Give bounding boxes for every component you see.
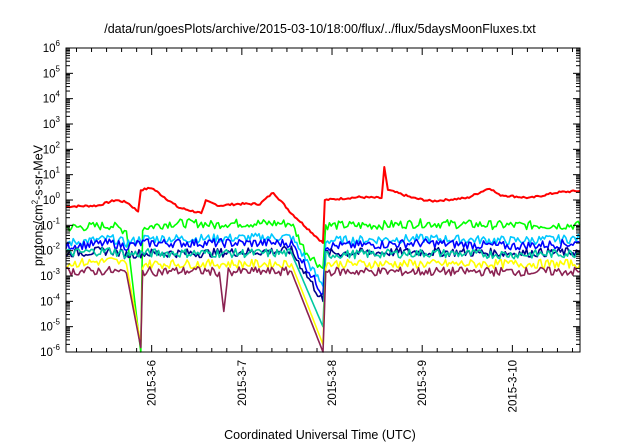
- y-tick-label: 10-4: [40, 292, 60, 308]
- series-line-7: [65, 265, 581, 353]
- x-axis-label: Coordinated Universal Time (UTC): [224, 428, 416, 442]
- x-tick-label: 2015-3-7: [237, 360, 249, 406]
- y-tick-label: 102: [43, 140, 61, 156]
- x-tick-label: 2015-3-8: [327, 360, 339, 406]
- y-tick-label: 105: [43, 64, 61, 80]
- y-tick-label: 10-2: [40, 242, 60, 258]
- x-tick-label: 2015-3-6: [147, 360, 159, 406]
- x-tick-label: 2015-3-10: [507, 360, 519, 412]
- y-tick-label: 100: [43, 191, 61, 207]
- y-tick-label: 101: [43, 166, 61, 182]
- y-tick-label: 10-3: [40, 267, 60, 283]
- plot-frame: [65, 47, 581, 353]
- y-tick-label: 10-5: [40, 318, 60, 334]
- y-tick-label: 10-1: [40, 216, 60, 232]
- y-tick-label: 10-6: [40, 343, 60, 359]
- series-line-0: [65, 166, 581, 244]
- y-tick-label: 104: [43, 90, 61, 106]
- x-tick-label: 2015-3-9: [417, 360, 429, 406]
- y-tick-label: 103: [43, 115, 61, 131]
- chart-title: /data/run/goesPlots/archive/2015-03-10/1…: [104, 22, 536, 36]
- series-line-1: [65, 218, 581, 353]
- y-tick-label: 106: [43, 39, 61, 55]
